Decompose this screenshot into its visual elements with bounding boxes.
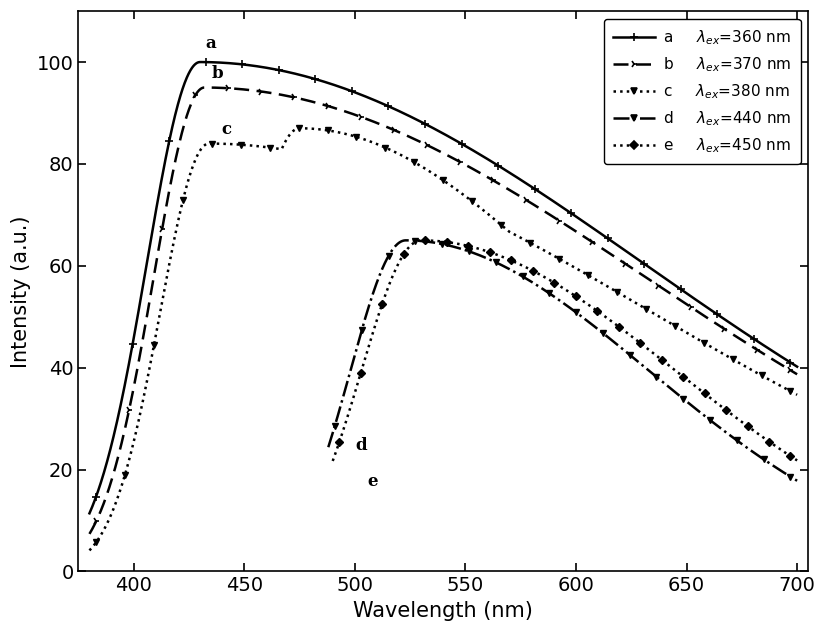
Text: a: a — [205, 35, 216, 52]
Text: e: e — [367, 473, 377, 490]
Text: b: b — [212, 66, 223, 82]
Y-axis label: Intensity (a.u.): Intensity (a.u.) — [11, 215, 31, 368]
X-axis label: Wavelength (nm): Wavelength (nm) — [353, 601, 533, 621]
Text: d: d — [356, 437, 367, 454]
Legend: a     $\lambda_{ex}$=360 nm, b     $\lambda_{ex}$=370 nm, c     $\lambda_{ex}$=3: a $\lambda_{ex}$=360 nm, b $\lambda_{ex}… — [603, 19, 800, 164]
Text: c: c — [222, 121, 232, 138]
